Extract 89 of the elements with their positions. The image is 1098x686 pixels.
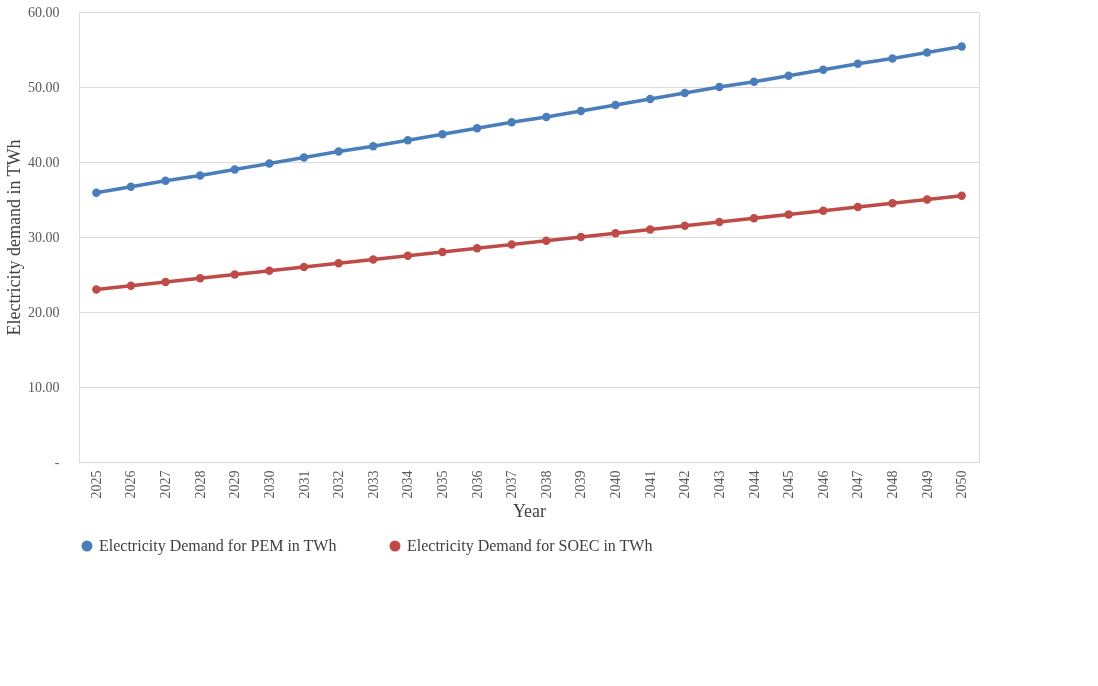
x-tick-label: 2032 bbox=[331, 470, 347, 499]
point bbox=[472, 124, 482, 133]
point bbox=[715, 82, 724, 92]
point bbox=[403, 136, 413, 145]
point bbox=[92, 285, 101, 294]
x-tick-label: 2036 bbox=[469, 470, 485, 499]
point bbox=[749, 77, 759, 86]
point bbox=[438, 130, 447, 139]
x-tick-label: 2037 bbox=[504, 470, 520, 499]
y-axis-title: Electricity demand in TWh bbox=[4, 139, 24, 336]
point bbox=[784, 210, 793, 219]
point bbox=[230, 270, 239, 279]
point bbox=[749, 214, 759, 223]
point bbox=[819, 65, 828, 74]
x-tick-label: 2049 bbox=[919, 470, 935, 499]
point bbox=[542, 236, 551, 245]
point bbox=[853, 59, 863, 68]
x-tick-label: 2039 bbox=[573, 470, 589, 499]
x-tick-label: 2034 bbox=[400, 470, 416, 499]
point bbox=[369, 142, 378, 151]
point bbox=[369, 255, 378, 264]
point bbox=[507, 118, 516, 127]
point bbox=[334, 259, 343, 268]
point bbox=[611, 229, 620, 238]
x-tick-label: 2033 bbox=[365, 470, 381, 499]
x-tick-label: 2028 bbox=[192, 470, 208, 499]
point bbox=[265, 266, 274, 275]
point bbox=[922, 48, 932, 57]
y-tick-label: 60.00 bbox=[28, 4, 60, 20]
point bbox=[819, 206, 828, 215]
y-tick-label: 10.00 bbox=[28, 379, 60, 395]
point bbox=[126, 182, 136, 191]
point bbox=[542, 112, 551, 122]
point bbox=[576, 232, 586, 242]
point bbox=[126, 281, 136, 290]
x-tick-label: 2044 bbox=[746, 470, 762, 499]
x-tick-label: 2046 bbox=[815, 470, 831, 499]
x-tick-label: 2040 bbox=[608, 470, 624, 499]
point bbox=[472, 244, 482, 253]
point bbox=[195, 274, 205, 283]
point bbox=[507, 240, 516, 249]
y-tick-label: - bbox=[54, 454, 60, 470]
x-tick-label: 2038 bbox=[538, 470, 554, 499]
x-tick-label: 2030 bbox=[261, 470, 277, 499]
point bbox=[438, 247, 447, 257]
x-tick-label: 2045 bbox=[781, 470, 797, 499]
x-tick-label: 2048 bbox=[884, 470, 900, 499]
point bbox=[680, 88, 689, 98]
point bbox=[853, 202, 863, 212]
point bbox=[230, 165, 239, 174]
point bbox=[645, 94, 655, 104]
point bbox=[195, 171, 205, 180]
point bbox=[611, 100, 620, 110]
point bbox=[576, 106, 586, 116]
point bbox=[403, 251, 413, 260]
point bbox=[334, 147, 343, 156]
x-tick-label: 2035 bbox=[434, 470, 450, 499]
x-tick-label: 2042 bbox=[677, 470, 693, 499]
point bbox=[161, 176, 170, 185]
point bbox=[161, 277, 170, 287]
x-tick-label: 2031 bbox=[296, 470, 312, 499]
x-tick-label: 2027 bbox=[158, 470, 174, 499]
point bbox=[680, 221, 689, 230]
point bbox=[645, 225, 655, 234]
point bbox=[957, 42, 966, 51]
y-tick-label: 30.00 bbox=[28, 229, 60, 245]
x-tick-label: 2025 bbox=[88, 470, 104, 499]
point bbox=[715, 217, 724, 227]
x-tick-label: 2026 bbox=[123, 470, 139, 499]
x-tick-label: 2029 bbox=[227, 470, 243, 499]
point bbox=[299, 153, 309, 162]
x-tick-label: 2047 bbox=[850, 470, 866, 499]
x-axis-title: Year bbox=[512, 500, 547, 521]
point bbox=[265, 159, 274, 168]
y-tick-label: 50.00 bbox=[28, 79, 60, 95]
point bbox=[888, 54, 897, 63]
y-tick-label: 40.00 bbox=[28, 154, 60, 170]
x-tick-label: 2043 bbox=[711, 470, 727, 499]
legend-label: Electricity Demand for PEM in TWh bbox=[99, 537, 337, 555]
x-tick-label: 2041 bbox=[642, 470, 658, 499]
y-tick-label: 20.00 bbox=[28, 304, 60, 320]
legend-label: Electricity Demand for SOEC in TWh bbox=[407, 537, 653, 555]
point bbox=[784, 71, 793, 80]
point bbox=[888, 199, 897, 208]
point bbox=[922, 195, 932, 204]
point bbox=[957, 191, 966, 200]
point bbox=[299, 262, 309, 272]
point bbox=[92, 188, 101, 197]
x-tick-label: 2050 bbox=[954, 470, 970, 499]
